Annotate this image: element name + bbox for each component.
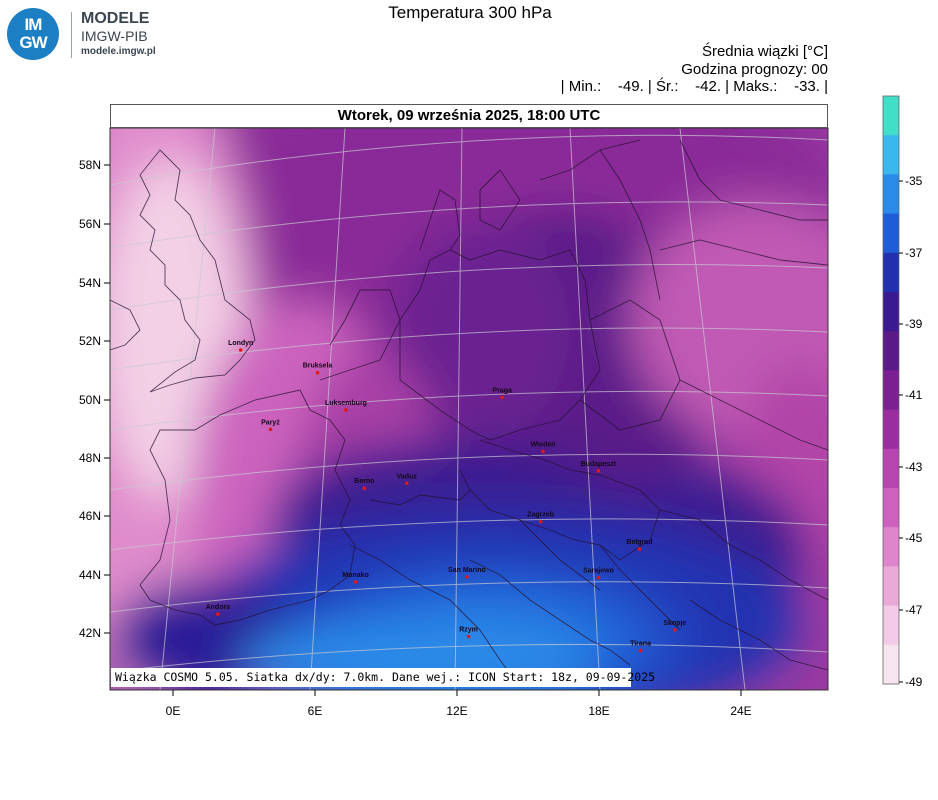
lat-label: 58N <box>79 158 101 172</box>
city-dot <box>465 575 469 579</box>
city-dot <box>596 469 601 473</box>
colorbar-label: -37 <box>905 246 923 260</box>
city-label: Monako <box>342 572 368 579</box>
city-label: Andora <box>206 604 231 611</box>
colorbar-label: -35 <box>905 174 923 188</box>
info-forecast-hour: Godzina prognozy: 00 <box>681 61 828 78</box>
lat-label: 44N <box>79 568 101 582</box>
city-dot <box>353 580 358 584</box>
lat-label: 46N <box>79 509 101 523</box>
city-label: Zagrzeb <box>527 512 554 519</box>
city-dot <box>404 481 409 486</box>
colorbar-swatch <box>883 292 899 332</box>
lon-label: 18E <box>588 704 609 718</box>
city-label: San Marino <box>448 567 486 574</box>
logo-emblem-line2: GW <box>19 33 47 52</box>
colorbar-swatch <box>883 605 899 646</box>
info-mean: Średnia wiązki [°C] <box>701 43 828 60</box>
colorbar-swatch <box>883 644 899 685</box>
logo-divider <box>71 12 72 58</box>
colorbar-label: -41 <box>905 388 923 402</box>
colorbar-swatch <box>883 527 899 567</box>
colorbar-swatch <box>883 566 899 607</box>
city-label: Berno <box>354 478 374 485</box>
model-footer: Wiązka COSMO 5.05. Siatka dx/dy: 7.0km. … <box>111 668 655 687</box>
city-dot <box>268 427 273 432</box>
colorbar-label: -43 <box>905 460 923 474</box>
lon-label: 24E <box>730 704 751 718</box>
imgw-logo: IM GW MODELE IMGW-PIB modele.imgw.pl <box>7 8 167 60</box>
logo-org: IMGW-PIB <box>81 28 148 44</box>
city-label: Sarajewo <box>583 568 614 575</box>
city-label: Londyn <box>228 340 253 347</box>
city-dot <box>315 370 320 375</box>
colorbar-frame <box>882 95 900 685</box>
graticule <box>110 128 828 690</box>
logo-emblem: IM GW <box>7 8 59 60</box>
logo-name: MODELE <box>81 10 150 27</box>
colorbar-label: -45 <box>905 531 923 545</box>
temperature-colorbar: -35 -37 -39 -41 -43 -45 -47 -49 <box>882 95 923 689</box>
colorbar-swatch <box>883 213 899 254</box>
colorbar-swatch <box>883 409 899 450</box>
map-title: Temperatura 300 hPa <box>388 3 552 22</box>
city-dot <box>596 575 601 580</box>
colorbar-label: -49 <box>905 675 923 689</box>
lon-label: 12E <box>446 704 467 718</box>
colorbar-swatch <box>883 488 899 528</box>
city-label: Bruksela <box>303 363 333 370</box>
colorbar-swatch <box>883 96 899 136</box>
city-dot <box>538 519 543 524</box>
lat-label: 48N <box>79 451 101 465</box>
colorbar-swatch <box>883 174 899 215</box>
city-dot <box>541 449 545 454</box>
city-dot <box>344 408 348 412</box>
city-label: Skopje <box>663 620 686 627</box>
city-label: Luksemburg <box>325 400 367 407</box>
valid-date-label: Wtorek, 09 września 2025, 18:00 UTC <box>110 104 828 128</box>
info-stats: | Min.: -49. | Śr.: -42. | Maks.: -33. | <box>560 78 828 95</box>
city-dot <box>238 348 243 352</box>
latitude-axis: 58N 56N 54N 52N 50N 48N 46N 44N 42N <box>79 158 110 640</box>
city-dot <box>673 628 677 632</box>
city-dot <box>500 395 504 400</box>
lat-label: 54N <box>79 276 101 290</box>
lat-label: 42N <box>79 626 101 640</box>
logo-emblem-line1: IM <box>24 15 43 34</box>
temperature-field <box>110 128 828 690</box>
colorbar-swatch <box>883 135 899 175</box>
city-label: Belgrad <box>626 539 652 546</box>
lat-label: 50N <box>79 393 101 407</box>
colorbar-swatch <box>883 448 899 489</box>
lat-label: 52N <box>79 334 101 348</box>
lat-label: 56N <box>79 217 101 231</box>
city-label: Paryż <box>261 419 280 426</box>
city-dot <box>216 612 220 616</box>
country-borders <box>110 139 828 681</box>
city-label: Praga <box>492 387 512 394</box>
city-label: Vaduz <box>397 473 418 480</box>
city-label: Wiedeń <box>531 441 556 448</box>
city-dot <box>362 486 367 490</box>
city-label: Rzym <box>459 627 478 634</box>
city-markers: Londyn Bruksela Paryż Luksemburg Praga Wiedeń… <box>206 340 686 653</box>
logo-url[interactable]: modele.imgw.pl <box>81 46 156 57</box>
colorbar-swatch <box>883 252 899 293</box>
city-label: Tirana <box>630 641 651 648</box>
city-dot <box>466 634 471 639</box>
colorbar-label: -39 <box>905 317 923 331</box>
colorbar-label: -47 <box>905 603 923 617</box>
city-label: Budapeszt <box>581 461 617 468</box>
longitude-axis: 0E 6E 12E 18E 24E <box>166 690 752 718</box>
colorbar-swatch <box>883 370 899 411</box>
lon-label: 6E <box>308 704 323 718</box>
city-dot <box>638 648 643 653</box>
map-frame <box>109 127 829 691</box>
city-dot <box>637 547 642 551</box>
colorbar-swatch <box>883 331 899 371</box>
lon-label: 0E <box>166 704 181 718</box>
